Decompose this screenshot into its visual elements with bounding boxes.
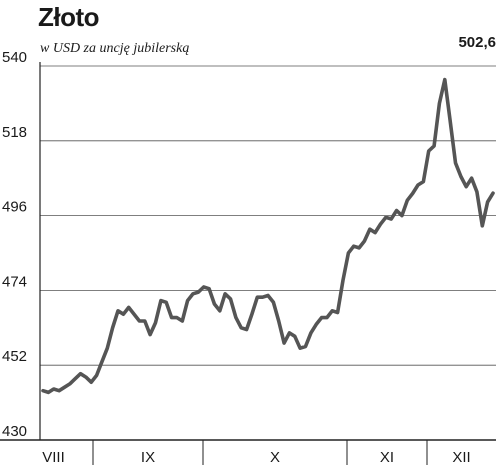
month-label: X [270, 449, 280, 466]
y-axis: 540 518 496 474 452 430 [2, 49, 41, 440]
series-line [41, 77, 495, 395]
month-label: XII [452, 449, 470, 466]
last-value-label: 502,6 [458, 34, 496, 51]
series-layer [41, 77, 495, 395]
y-tick-label: 496 [2, 199, 27, 216]
chart-title: Złoto [38, 2, 100, 32]
x-axis: VIII IX X XI XII [0, 439, 496, 466]
y-tick-label: 474 [2, 273, 27, 290]
y-tick-label: 540 [2, 49, 27, 66]
month-label: VIII [42, 449, 65, 466]
y-tick-label: 430 [2, 423, 27, 440]
month-label: XI [380, 449, 394, 466]
grid [40, 65, 496, 366]
chart-subtitle: w USD za uncję jubilerską [40, 41, 190, 56]
y-tick-label: 452 [2, 348, 27, 365]
y-tick-label: 518 [2, 124, 27, 141]
month-label: IX [141, 449, 155, 466]
